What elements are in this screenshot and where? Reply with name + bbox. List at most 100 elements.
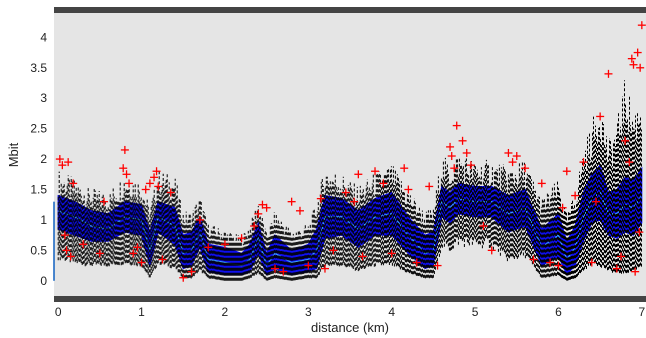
y-tick-label: 0.5 — [30, 243, 47, 257]
outlier-point — [404, 185, 413, 194]
outlier-point — [341, 188, 350, 197]
outlier-point — [195, 215, 204, 224]
outlier-point — [354, 170, 363, 179]
outlier-point — [119, 164, 128, 173]
outlier-point — [60, 231, 69, 240]
x-tick-label: 1 — [138, 305, 145, 319]
outlier-point — [141, 185, 150, 194]
y-tick-label: 3 — [40, 91, 47, 105]
outlier-point — [466, 161, 475, 170]
outlier-point — [150, 173, 159, 182]
outlier-point — [627, 54, 636, 63]
outlier-point — [579, 158, 588, 167]
outlier-point — [512, 152, 521, 161]
outlier-point — [133, 243, 142, 252]
outlier-point — [187, 267, 196, 276]
outlier-point — [287, 197, 296, 206]
outlier-point — [450, 164, 459, 173]
outlier-point — [154, 182, 163, 191]
outlier-point — [591, 197, 600, 206]
outlier-point — [129, 249, 138, 258]
x-tick-label: 5 — [472, 305, 479, 319]
outlier-point — [412, 258, 421, 267]
outlier-point — [621, 136, 630, 145]
outlier-point — [554, 261, 563, 270]
outlier-point — [487, 246, 496, 255]
y-tick-label: 0 — [40, 274, 47, 288]
outlier-point — [425, 182, 434, 191]
outlier-point — [62, 246, 71, 255]
outlier-point — [521, 164, 530, 173]
tick-labels: 0 1 2 3 4 5 6 7 0 0.5 1 1.5 2 2.5 3 3.5 4 — [30, 30, 645, 319]
y-tick-label: 2.5 — [30, 122, 47, 136]
outlier-point — [371, 167, 380, 176]
outlier-point — [637, 21, 646, 30]
outlier-point — [462, 148, 471, 157]
outlier-point — [616, 252, 625, 261]
outlier-point — [254, 209, 263, 218]
outlier-point — [558, 203, 567, 212]
outlier-point — [446, 142, 455, 151]
outlier-point — [55, 155, 64, 164]
outlier-point — [279, 267, 288, 276]
outlier-point — [316, 194, 325, 203]
x-tick-label: 7 — [638, 305, 645, 319]
outlier-point — [237, 234, 246, 243]
outlier-point — [122, 170, 131, 179]
outlier-point — [350, 197, 359, 206]
outlier-point — [258, 200, 267, 209]
data-marks — [53, 21, 646, 282]
outlier-point — [629, 60, 638, 69]
outlier-point — [137, 258, 146, 267]
outlier-point — [562, 167, 571, 176]
outlier-point — [379, 179, 388, 188]
outlier-point — [400, 164, 409, 173]
outlier-point — [587, 258, 596, 267]
x-tick-label: 4 — [388, 305, 395, 319]
outlier-point — [270, 264, 279, 273]
outlier-point — [166, 188, 175, 197]
y-axis-label: Mbit — [6, 142, 21, 167]
outlier-point — [358, 252, 367, 261]
outlier-point — [100, 197, 109, 206]
outlier-point — [571, 191, 580, 200]
outlier-point — [125, 179, 134, 188]
outlier-point — [625, 158, 634, 167]
outlier-point — [320, 264, 329, 273]
outlier-point — [120, 145, 129, 154]
outlier-point — [262, 203, 271, 212]
y-tick-label: 1 — [40, 213, 47, 227]
outlier-point — [64, 158, 73, 167]
outlier-point — [387, 249, 396, 258]
outlier-point — [179, 273, 188, 282]
outlier-point — [604, 69, 613, 78]
outlier-point — [537, 179, 546, 188]
outlier-point — [66, 252, 75, 261]
x-tick-label: 3 — [305, 305, 312, 319]
y-tick-label: 1.5 — [30, 183, 47, 197]
outlier-point — [633, 48, 642, 57]
outlier-point — [529, 255, 538, 264]
outlier-point — [329, 246, 338, 255]
outlier-point — [145, 179, 154, 188]
x-axis-label: distance (km) — [311, 320, 389, 335]
outlier-point — [158, 255, 167, 264]
outlier-point — [58, 161, 67, 170]
outlier-point — [631, 267, 640, 276]
outlier-point — [504, 148, 513, 157]
outlier-point — [452, 121, 461, 130]
outlier-point — [612, 264, 621, 273]
outlier-point — [204, 243, 213, 252]
y-tick-label: 2 — [40, 152, 47, 166]
outlier-point — [479, 222, 488, 231]
top-axis-bar — [54, 7, 646, 13]
outlier-point — [458, 136, 467, 145]
outlier-point — [635, 228, 644, 237]
outlier-point — [508, 158, 517, 167]
x-tick-label: 0 — [55, 305, 62, 319]
outlier-point — [636, 63, 645, 72]
outlier-point — [220, 240, 229, 249]
outlier-point — [596, 112, 605, 121]
x-tick-label: 6 — [555, 305, 562, 319]
